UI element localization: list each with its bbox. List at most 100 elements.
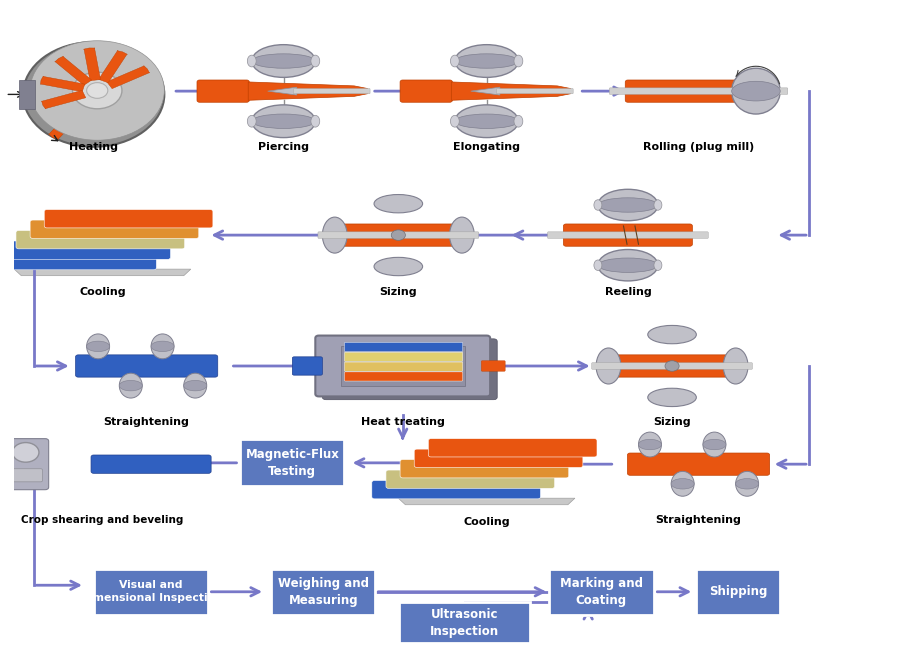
FancyBboxPatch shape — [293, 88, 370, 94]
FancyBboxPatch shape — [8, 469, 42, 482]
FancyArrow shape — [49, 99, 92, 139]
Text: Cooling: Cooling — [79, 288, 126, 298]
FancyArrow shape — [40, 76, 85, 92]
Ellipse shape — [514, 115, 523, 127]
FancyBboxPatch shape — [428, 439, 597, 457]
Text: Cooling: Cooling — [464, 517, 510, 527]
FancyArrow shape — [41, 90, 86, 109]
Ellipse shape — [654, 260, 662, 271]
FancyBboxPatch shape — [292, 357, 322, 375]
FancyBboxPatch shape — [322, 339, 497, 400]
Ellipse shape — [449, 217, 474, 253]
Circle shape — [30, 41, 165, 140]
Text: Shipping: Shipping — [709, 585, 768, 598]
Text: Visual and
Dimensional Inspection: Visual and Dimensional Inspection — [79, 580, 222, 603]
FancyBboxPatch shape — [30, 220, 199, 238]
Ellipse shape — [671, 478, 694, 489]
FancyBboxPatch shape — [345, 352, 463, 362]
Ellipse shape — [454, 114, 518, 129]
FancyBboxPatch shape — [414, 449, 583, 467]
Ellipse shape — [454, 45, 518, 77]
Text: Reeling: Reeling — [605, 288, 652, 298]
FancyBboxPatch shape — [697, 569, 780, 614]
FancyBboxPatch shape — [608, 355, 736, 377]
FancyBboxPatch shape — [627, 453, 770, 475]
Polygon shape — [471, 87, 500, 95]
FancyBboxPatch shape — [482, 361, 505, 371]
Ellipse shape — [724, 348, 748, 384]
FancyBboxPatch shape — [591, 363, 752, 369]
FancyBboxPatch shape — [0, 439, 49, 490]
FancyArrow shape — [55, 56, 92, 85]
Text: Sizing: Sizing — [653, 417, 691, 427]
FancyBboxPatch shape — [386, 470, 554, 488]
FancyBboxPatch shape — [549, 569, 653, 614]
Text: Heating: Heating — [69, 142, 118, 152]
Ellipse shape — [248, 55, 256, 67]
Ellipse shape — [594, 200, 602, 211]
Ellipse shape — [120, 373, 142, 398]
Ellipse shape — [703, 440, 726, 449]
FancyBboxPatch shape — [318, 232, 479, 238]
FancyBboxPatch shape — [197, 80, 249, 102]
Text: Elongating: Elongating — [453, 142, 520, 152]
Ellipse shape — [252, 54, 315, 68]
Text: Straightening: Straightening — [104, 417, 190, 427]
Ellipse shape — [454, 105, 518, 137]
Ellipse shape — [514, 55, 523, 67]
Ellipse shape — [374, 257, 423, 276]
Ellipse shape — [151, 341, 174, 352]
Text: Marking and
Coating: Marking and Coating — [560, 577, 643, 607]
Text: Ultrasonic
Inspection: Ultrasonic Inspection — [430, 608, 500, 638]
Ellipse shape — [732, 81, 780, 101]
FancyBboxPatch shape — [44, 210, 213, 228]
Polygon shape — [14, 269, 191, 276]
FancyBboxPatch shape — [400, 602, 530, 643]
Circle shape — [73, 72, 122, 109]
Polygon shape — [248, 82, 367, 100]
Ellipse shape — [184, 373, 207, 398]
Text: Weighing and
Measuring: Weighing and Measuring — [278, 577, 369, 607]
Ellipse shape — [86, 334, 110, 359]
Ellipse shape — [598, 249, 658, 281]
Ellipse shape — [86, 341, 110, 352]
Circle shape — [23, 42, 165, 147]
FancyBboxPatch shape — [400, 459, 569, 478]
Text: Magnetic-Flux
Testing: Magnetic-Flux Testing — [246, 448, 339, 478]
Ellipse shape — [735, 478, 759, 489]
FancyBboxPatch shape — [2, 241, 170, 259]
Polygon shape — [451, 82, 571, 100]
Ellipse shape — [732, 68, 780, 114]
FancyBboxPatch shape — [563, 224, 692, 246]
Text: Crop shearing and beveling: Crop shearing and beveling — [22, 515, 184, 525]
FancyBboxPatch shape — [315, 335, 491, 397]
Ellipse shape — [703, 432, 726, 457]
Polygon shape — [267, 87, 297, 95]
Ellipse shape — [13, 443, 39, 462]
FancyBboxPatch shape — [334, 224, 463, 246]
FancyArrow shape — [99, 51, 128, 82]
FancyBboxPatch shape — [372, 480, 541, 499]
FancyArrow shape — [107, 65, 149, 88]
Text: Sizing: Sizing — [380, 288, 417, 298]
FancyBboxPatch shape — [94, 569, 209, 614]
Ellipse shape — [184, 380, 207, 391]
FancyBboxPatch shape — [496, 88, 573, 94]
Ellipse shape — [252, 45, 315, 77]
Ellipse shape — [735, 471, 759, 496]
Ellipse shape — [648, 388, 697, 407]
FancyBboxPatch shape — [271, 569, 375, 614]
FancyBboxPatch shape — [0, 87, 10, 102]
Text: Straightening: Straightening — [655, 515, 742, 525]
Ellipse shape — [151, 334, 174, 359]
Text: Heat treating: Heat treating — [361, 417, 445, 427]
Ellipse shape — [638, 440, 662, 449]
Ellipse shape — [252, 114, 315, 129]
Ellipse shape — [648, 325, 697, 344]
FancyBboxPatch shape — [19, 80, 34, 109]
Ellipse shape — [450, 55, 459, 67]
Ellipse shape — [392, 230, 405, 240]
Ellipse shape — [248, 115, 256, 127]
Text: Rolling (plug mill): Rolling (plug mill) — [643, 142, 754, 152]
Ellipse shape — [671, 471, 694, 496]
